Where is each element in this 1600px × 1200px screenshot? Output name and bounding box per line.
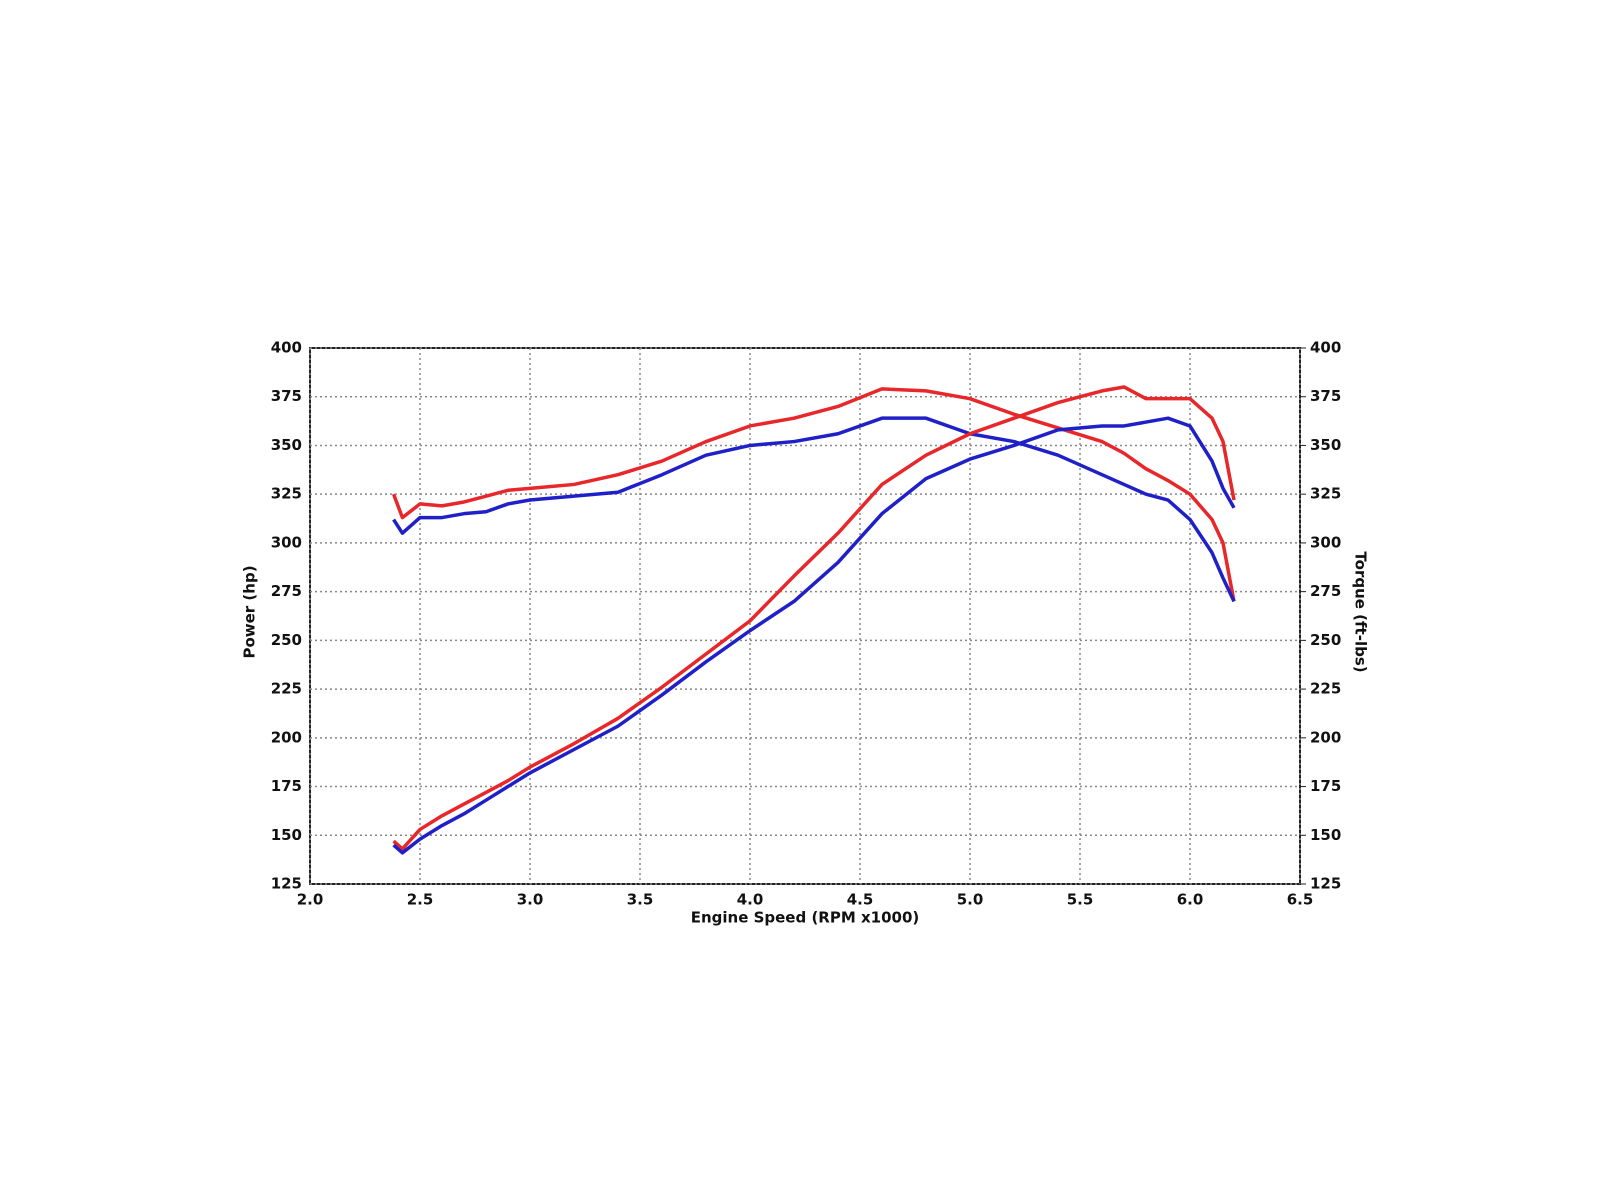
y-tick-label: 275: [271, 582, 302, 600]
series-line: [392, 385, 1236, 851]
y-tick-label: 175: [271, 777, 302, 795]
y-tick-label: 350: [271, 436, 302, 454]
y2-tick-label: 350: [1310, 436, 1341, 454]
y-tick-label: 150: [271, 826, 302, 844]
plot-area: [309, 347, 1301, 885]
series-line: [392, 416, 1236, 855]
x-tick-label: 6.5: [1287, 891, 1314, 909]
y-tick-label: 325: [271, 485, 302, 503]
y2-tick-label: 325: [1310, 485, 1341, 503]
x-tick-label: 4.0: [737, 891, 764, 909]
y2-tick-label: 225: [1310, 680, 1341, 698]
series-line: [392, 416, 1236, 603]
y-tick-label: 375: [271, 387, 302, 405]
y-tick-label: 200: [271, 728, 302, 746]
y2-tick-label: 150: [1310, 826, 1341, 844]
series-line: [391, 387, 1236, 602]
y2-axis-label: Torque (ft-lbs): [1352, 551, 1370, 672]
x-tick-label: 5.0: [957, 891, 984, 909]
y2-tick-label: 200: [1310, 728, 1341, 746]
x-tick-label: 2.0: [297, 891, 324, 909]
y2-tick-label: 300: [1310, 533, 1341, 551]
y2-tick-label: 125: [1310, 875, 1341, 893]
x-tick-label: 3.5: [627, 891, 654, 909]
x-tick-label: 4.5: [847, 891, 874, 909]
x-tick-label: 3.0: [517, 891, 544, 909]
y2-tick-label: 175: [1310, 777, 1341, 795]
y2-tick-label: 400: [1310, 339, 1341, 357]
x-tick-label: 2.5: [407, 891, 434, 909]
y-tick-label: 300: [271, 533, 302, 551]
x-axis-label: Engine Speed (RPM x1000): [691, 909, 920, 927]
y2-tick-label: 250: [1310, 631, 1341, 649]
y-tick-label: 250: [271, 631, 302, 649]
y-tick-label: 400: [271, 339, 302, 357]
x-tick-label: 6.0: [1177, 891, 1204, 909]
y-axis-label: Power (hp): [241, 565, 259, 658]
y-tick-label: 225: [271, 680, 302, 698]
y2-tick-label: 375: [1310, 387, 1341, 405]
y-tick-label: 125: [271, 875, 302, 893]
y2-tick-label: 275: [1310, 582, 1341, 600]
x-tick-label: 5.5: [1067, 891, 1094, 909]
